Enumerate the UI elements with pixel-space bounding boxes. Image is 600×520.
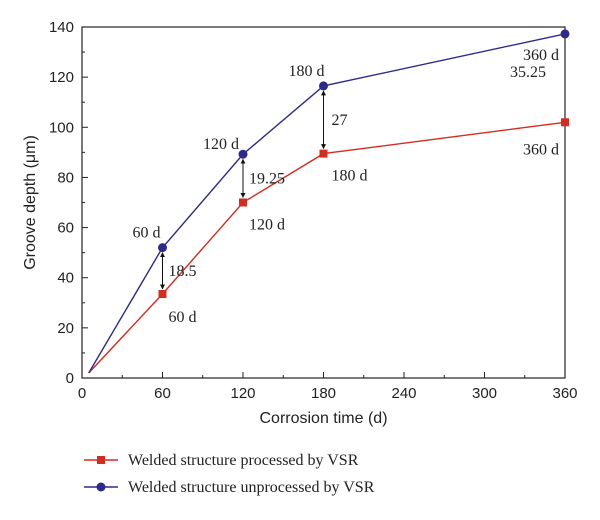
point-label: 60 d (133, 225, 161, 242)
y-axis-title: Groove depth (μm) (22, 135, 39, 270)
series-point (238, 149, 248, 159)
difference-label: 35.25 (510, 64, 546, 81)
series-point (158, 290, 167, 299)
point-label: 180 d (289, 63, 325, 80)
legend: Welded structure processed by VSR Welded … (84, 452, 375, 496)
legend-label: Welded structure processed by VSR (128, 452, 359, 469)
series-point (239, 198, 247, 207)
x-tick-label: 360 (552, 385, 577, 402)
legend-label: Welded structure unprocessed by VSR (128, 479, 375, 496)
series-point (158, 243, 167, 253)
legend-entry-0: Welded structure processed by VSR (84, 452, 359, 469)
point-label: 360 d (523, 141, 559, 158)
point-label: 120 d (249, 217, 285, 234)
y-tick-label: 0 (66, 370, 74, 387)
point-label: 360 d (523, 47, 559, 64)
x-axis: 0 60 120 180 240 300 360 (78, 372, 578, 402)
difference-markers: 18.5 19.25 27 35.25 (160, 64, 546, 290)
point-label: 180 d (332, 168, 368, 185)
y-tick-label: 80 (57, 169, 74, 186)
difference-label: 18.5 (169, 263, 197, 280)
x-tick-label: 240 (391, 385, 416, 402)
y-tick-label: 100 (49, 119, 74, 136)
difference-label: 19.25 (249, 170, 285, 187)
series-1 (88, 29, 570, 374)
x-tick-label: 0 (78, 385, 86, 402)
point-labels: 60 d 120 d 180 d 360 d 60 d 120 d 180 d 360 d (133, 47, 560, 326)
y-tick-label: 140 (49, 19, 74, 36)
y-tick-label: 60 (57, 220, 74, 237)
x-tick-label: 300 (472, 385, 497, 402)
legend-entry-1: Welded structure unprocessed by VSR (84, 479, 375, 496)
series-point (560, 29, 570, 39)
x-axis-title: Corrosion time (d) (259, 410, 387, 427)
series-point (561, 118, 569, 127)
x-tick-label: 60 (154, 385, 171, 402)
difference-label: 27 (332, 112, 348, 129)
point-label: 60 d (169, 309, 197, 326)
series-point (319, 149, 328, 158)
y-axis: 0 20 40 60 80 100 120 140 (49, 19, 88, 387)
series-point (97, 456, 105, 464)
series-layer (88, 29, 570, 374)
y-tick-label: 20 (57, 320, 74, 337)
x-tick-label: 180 (311, 385, 336, 402)
series-point (319, 81, 328, 91)
x-tick-label: 120 (230, 385, 255, 402)
y-tick-label: 40 (57, 270, 74, 287)
series-0 (88, 118, 569, 374)
plot-area: 0 60 120 180 240 300 360 0 20 40 60 80 100 120 140 18… (49, 19, 578, 402)
point-label: 120 d (203, 136, 239, 153)
y-tick-label: 120 (49, 69, 74, 86)
series-point (96, 482, 106, 492)
